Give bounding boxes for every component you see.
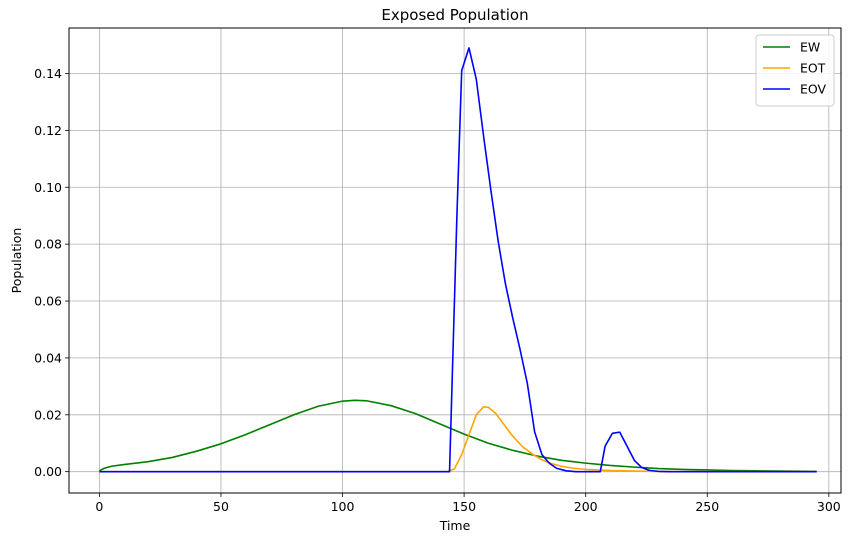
legend: EW EOT EOV (755, 34, 835, 107)
y-tick-label: 0.08 (34, 237, 62, 252)
x-tick-label: 100 (331, 499, 355, 514)
legend-label: EOV (800, 82, 827, 97)
plot-frame (68, 27, 842, 494)
series-lines (99, 47, 817, 473)
y-tick-label: 0.12 (34, 123, 62, 138)
y-tick-label: 0.04 (34, 350, 62, 365)
series-line-ew (99, 399, 817, 473)
x-tick-label: 150 (452, 499, 476, 514)
y-tick-label: 0.00 (34, 464, 62, 479)
y-tick-label: 0.14 (34, 66, 62, 81)
x-tick-label: 0 (95, 499, 103, 514)
x-tick-label: 250 (695, 499, 719, 514)
x-tick-label: 300 (817, 499, 841, 514)
x-axis-ticks: 0 50 100 150 200 250 300 (95, 493, 841, 514)
series-line-eot (99, 406, 817, 473)
y-tick-label: 0.06 (34, 294, 62, 309)
series-line-eov (99, 47, 817, 473)
y-tick-label: 0.10 (34, 180, 62, 195)
grid (69, 28, 841, 493)
chart-title: Exposed Population (381, 6, 528, 24)
x-tick-label: 200 (574, 499, 598, 514)
x-tick-label: 50 (213, 499, 229, 514)
legend-label: EW (800, 40, 820, 55)
y-axis-label: Population (9, 228, 24, 294)
y-tick-label: 0.02 (34, 407, 62, 422)
x-axis-label: Time (439, 518, 471, 533)
legend-label: EOT (800, 61, 826, 76)
y-axis-ticks: 0.00 0.02 0.04 0.06 0.08 0.10 0.12 0.14 (34, 66, 69, 479)
